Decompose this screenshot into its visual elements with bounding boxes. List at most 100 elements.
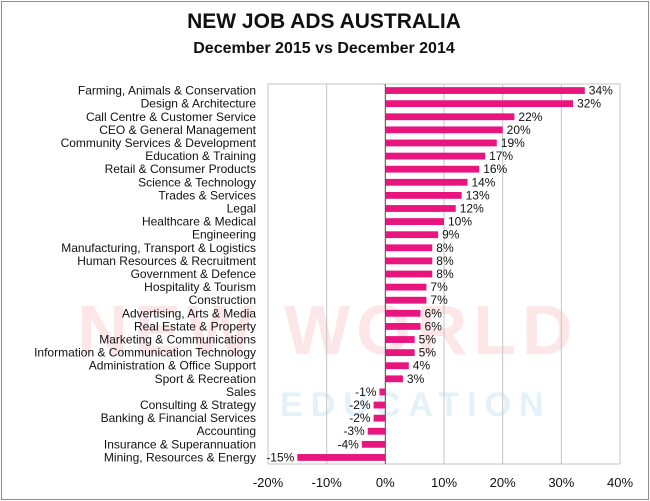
bar-15	[385, 283, 427, 291]
category-label-13: Human Resources & Recruitment	[77, 254, 256, 268]
data-label-22: 3%	[407, 372, 425, 386]
bar-22	[385, 375, 403, 383]
bar-5	[385, 152, 486, 160]
data-label-23: -1%	[355, 385, 377, 399]
category-label-7: Science & Technology	[138, 175, 256, 189]
bar-16	[385, 296, 427, 304]
watermark-top-text: NEW WORLD	[77, 291, 579, 369]
data-label-12: 8%	[436, 241, 454, 255]
bar-9	[385, 205, 456, 212]
data-label-14: 8%	[436, 267, 454, 281]
category-label-22: Sport & Recreation	[155, 372, 256, 386]
category-label-20: Information & Communication Technology	[34, 346, 256, 360]
category-label-21: Administration & Office Support	[89, 359, 257, 373]
category-label-24: Consulting & Strategy	[140, 398, 256, 412]
bar-8	[385, 191, 462, 199]
category-label-2: Call Centre & Customer Service	[86, 110, 256, 124]
data-label-16: 7%	[430, 293, 448, 307]
bar-23	[379, 388, 386, 396]
category-label-5: Education & Training	[145, 149, 256, 163]
bar-18	[385, 323, 421, 330]
x-tick-label-1: -10%	[311, 475, 342, 490]
bar-14	[385, 270, 433, 278]
x-tick-label-4: 20%	[490, 475, 516, 490]
data-label-19: 5%	[419, 333, 437, 347]
bar-13	[385, 257, 433, 265]
category-label-12: Manufacturing, Transport & Logistics	[61, 241, 256, 255]
bar-28	[297, 454, 386, 461]
x-tick-label-0: -20%	[253, 475, 284, 490]
chart-title: NEW JOB ADS AUSTRALIA	[187, 10, 461, 33]
data-label-28: -15%	[266, 450, 294, 464]
x-tick-label-3: 10%	[431, 475, 457, 490]
category-label-10: Healthcare & Medical	[142, 215, 256, 229]
bar-6	[385, 165, 480, 173]
bar-19	[385, 336, 415, 343]
bar-1	[385, 100, 574, 108]
bar-20	[385, 349, 415, 357]
data-label-1: 32%	[577, 97, 601, 111]
bar-25	[373, 414, 386, 422]
plot-area-border	[267, 83, 621, 465]
data-label-7: 14%	[471, 175, 495, 189]
bar-21	[385, 362, 409, 370]
data-label-25: -2%	[349, 411, 371, 425]
bar-24	[373, 401, 386, 409]
data-label-10: 10%	[448, 215, 472, 229]
bar-17	[385, 309, 421, 317]
bar-3	[385, 126, 503, 134]
bar-27	[361, 440, 386, 448]
category-label-16: Construction	[189, 293, 256, 307]
category-label-14: Government & Defence	[131, 267, 257, 281]
data-label-11: 9%	[442, 228, 460, 242]
category-label-3: CEO & General Management	[99, 123, 256, 137]
category-label-26: Accounting	[197, 424, 256, 438]
data-label-20: 5%	[419, 346, 437, 360]
category-label-25: Banking & Financial Services	[101, 411, 256, 425]
bar-2	[385, 113, 515, 121]
category-label-28: Mining, Resources & Energy	[104, 450, 256, 464]
category-label-8: Trades & Services	[158, 188, 256, 202]
data-label-6: 16%	[483, 162, 507, 176]
category-label-27: Insurance & Superannuation	[104, 437, 256, 451]
data-label-18: 6%	[425, 319, 443, 333]
category-label-0: Farming, Animals & Conservation	[78, 84, 256, 98]
category-label-18: Real Estate & Property	[134, 319, 256, 333]
data-label-27: -4%	[338, 437, 360, 451]
data-label-0: 34%	[589, 84, 613, 98]
x-tick-label-5: 30%	[548, 475, 574, 490]
bar-7	[385, 178, 468, 186]
data-label-8: 13%	[466, 188, 490, 202]
data-label-26: -3%	[343, 424, 365, 438]
category-label-11: Engineering	[192, 228, 256, 242]
data-label-4: 19%	[501, 136, 525, 150]
data-label-17: 6%	[425, 306, 443, 320]
bar-11	[385, 231, 439, 239]
x-tick-label-2: 0%	[376, 475, 395, 490]
bar-10	[385, 218, 444, 225]
category-label-4: Community Services & Development	[61, 136, 257, 150]
data-label-9: 12%	[460, 201, 484, 215]
data-label-5: 17%	[489, 149, 513, 163]
watermark-bottom-text: EDUCATION	[280, 386, 552, 424]
category-label-17: Advertising, Arts & Media	[122, 306, 256, 320]
data-label-24: -2%	[349, 398, 371, 412]
data-label-2: 22%	[518, 110, 542, 124]
data-label-13: 8%	[436, 254, 454, 268]
chart-subtitle: December 2015 vs December 2014	[193, 40, 455, 57]
category-label-9: Legal	[227, 201, 256, 215]
category-label-15: Hospitality & Tourism	[144, 280, 256, 294]
bar-0	[385, 87, 585, 94]
bar-26	[367, 427, 386, 435]
category-label-19: Marketing & Communications	[99, 333, 256, 347]
category-label-23: Sales	[226, 385, 256, 399]
bar-12	[385, 244, 433, 252]
data-label-15: 7%	[430, 280, 448, 294]
category-label-6: Retail & Consumer Products	[105, 162, 256, 176]
data-label-21: 4%	[413, 359, 431, 373]
data-label-3: 20%	[507, 123, 531, 137]
bar-4	[385, 139, 497, 147]
x-tick-label-6: 40%	[607, 475, 633, 490]
category-label-1: Design & Architecture	[141, 97, 257, 111]
